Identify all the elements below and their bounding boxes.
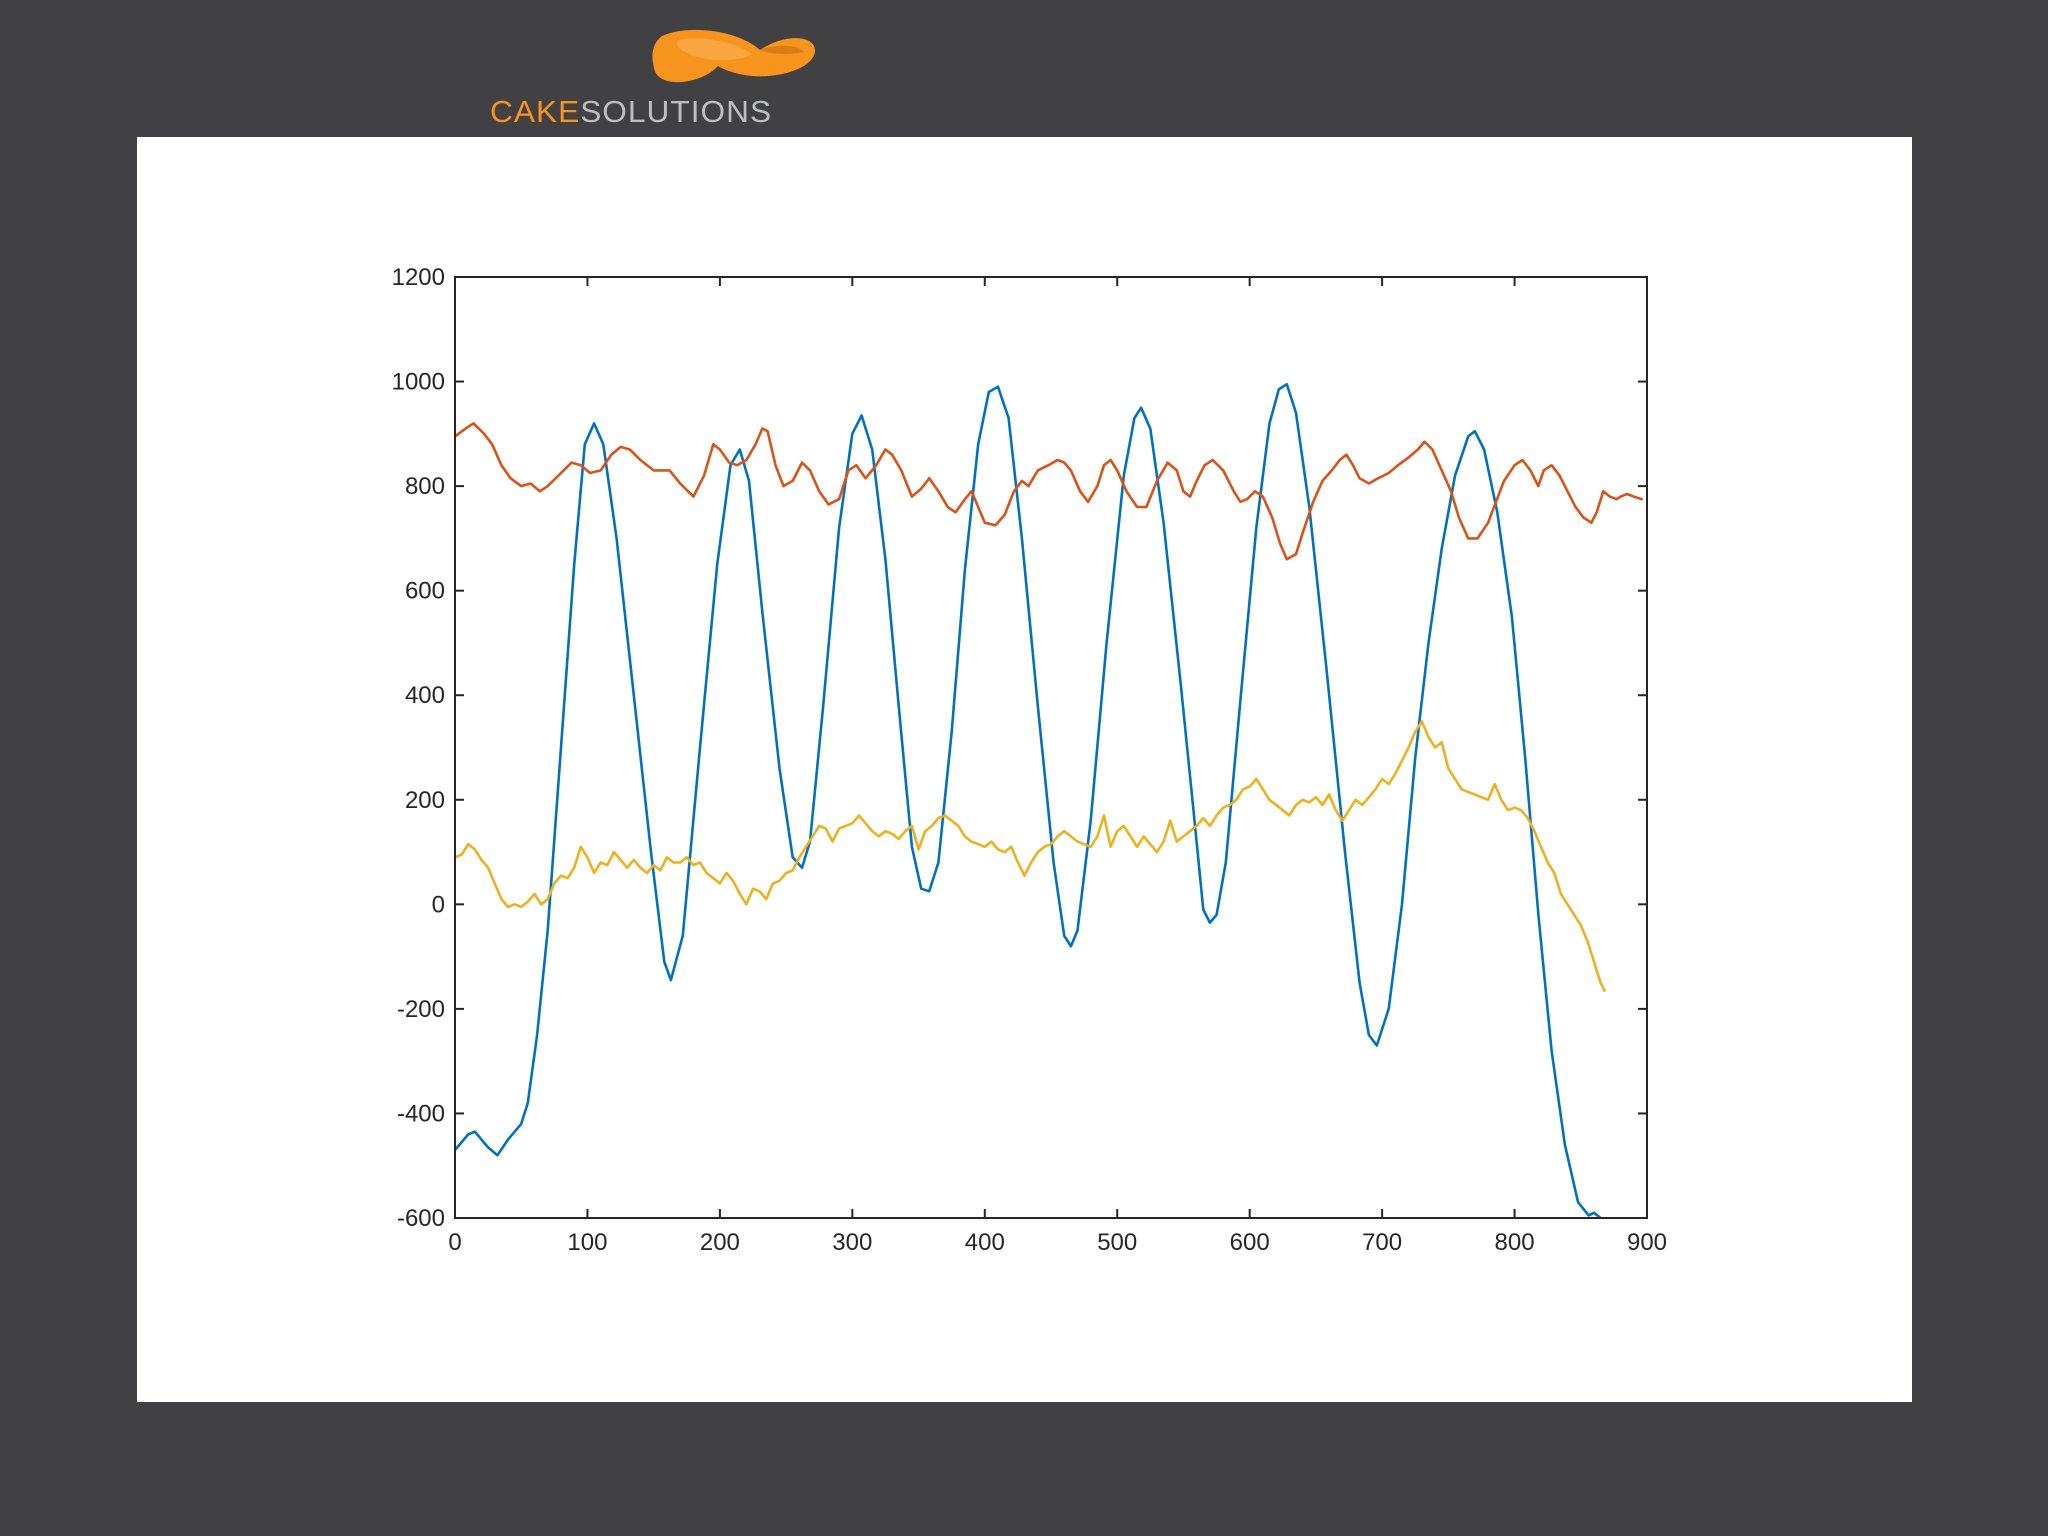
x-tick-label: 700 [1362,1229,1402,1256]
logo-wordmark: CAKESOLUTIONS [490,96,772,127]
plot-frame [454,276,1648,1219]
series-line-2 [455,422,1643,561]
logo-word-cake: CAKE [490,94,581,129]
series-line-1 [455,382,1602,1218]
y-tick-label: -600 [397,1205,445,1232]
series-line-3 [455,720,1606,992]
y-tick-label: 600 [405,578,445,605]
x-tick-label: 600 [1230,1229,1270,1256]
x-tick-label: 200 [700,1229,740,1256]
line-chart: 0 100 200 300 400 500 600 700 800 900 -600 -400 -200… [392,264,1667,1256]
cake-solutions-logo: CAKESOLUTIONS [488,26,818,127]
labels-layer: 0 100 200 300 400 500 600 700 800 900 -600 -400 -200… [392,264,1667,1256]
x-tick-label: 500 [1097,1229,1137,1256]
y-tick-label: -200 [397,996,445,1023]
slide-panel: 0 100 200 300 400 500 600 700 800 900 -600 -400 -200… [137,137,1912,1402]
y-tick-label: -400 [397,1100,445,1127]
x-tick-label: 400 [965,1229,1005,1256]
x-tick-label: 0 [448,1229,461,1256]
series-layer [455,382,1643,1218]
x-tick-label: 900 [1627,1229,1667,1256]
axes-layer [454,276,1648,1219]
x-tick-label: 800 [1495,1229,1535,1256]
y-tick-label: 400 [405,682,445,709]
y-tick-label: 800 [405,473,445,500]
x-tick-label: 300 [832,1229,872,1256]
y-tick-label: 1200 [392,264,445,291]
y-tick-label: 0 [432,891,445,918]
logo-word-solutions: SOLUTIONS [580,94,773,129]
y-tick-label: 1000 [392,369,445,396]
y-tick-label: 200 [405,787,445,814]
x-tick-label: 100 [567,1229,607,1256]
cake-logo-mark-icon [652,29,815,83]
